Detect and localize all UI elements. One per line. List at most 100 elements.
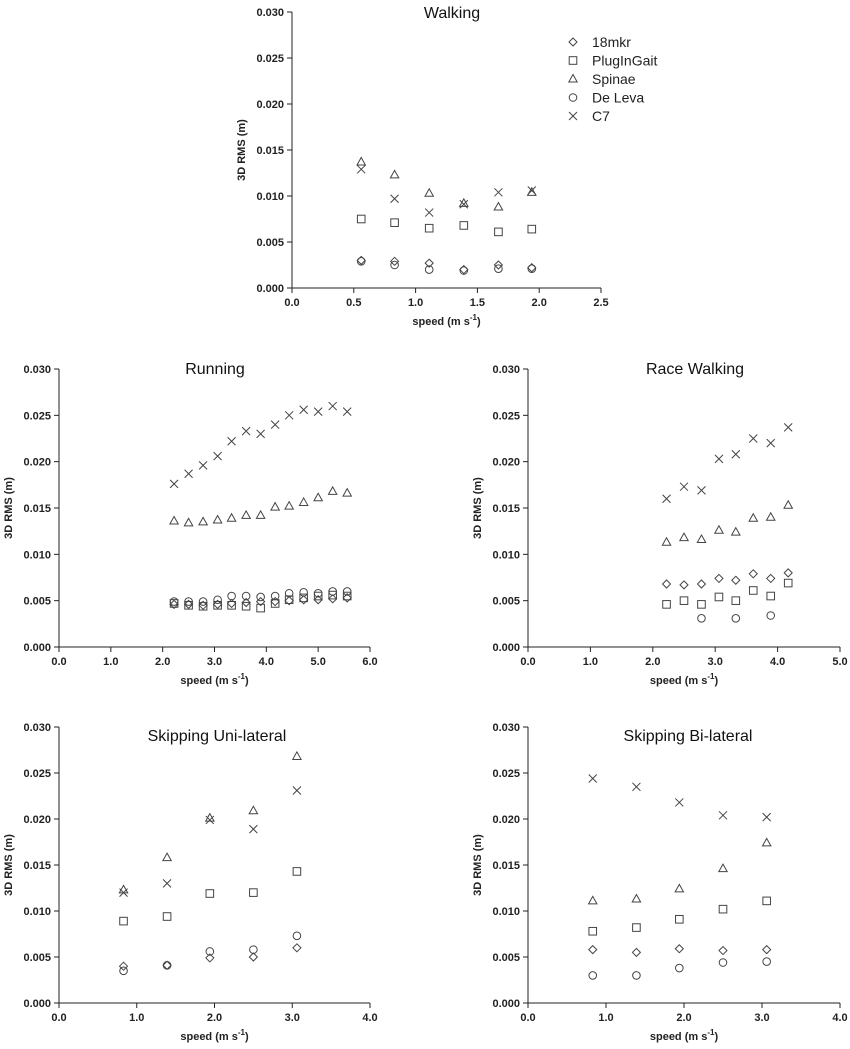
x-tick-label: 2.0 xyxy=(207,1012,222,1024)
data-point xyxy=(731,613,741,623)
series-de-leva xyxy=(356,257,537,275)
y-tick-label: 0.020 xyxy=(492,814,520,826)
y-tick-label: 0.020 xyxy=(23,457,51,469)
x-tick-label: 2.0 xyxy=(155,656,170,668)
data-point xyxy=(661,536,672,546)
x-tick-label: 1.0 xyxy=(408,297,423,309)
data-point xyxy=(198,461,208,470)
data-point xyxy=(766,611,776,620)
data-point xyxy=(198,597,208,606)
y-tick-label: 0.025 xyxy=(23,768,51,780)
data-point xyxy=(298,496,309,506)
data-point xyxy=(248,805,259,815)
data-point xyxy=(424,223,434,233)
series-18mkr xyxy=(169,593,352,611)
data-point xyxy=(390,194,399,204)
data-point xyxy=(459,199,469,209)
data-point xyxy=(328,590,337,600)
y-tick-label: 0.025 xyxy=(492,768,520,780)
x-tick-label: 4.0 xyxy=(259,656,274,668)
data-point xyxy=(205,815,215,825)
series-spinae xyxy=(661,499,794,546)
data-point xyxy=(714,454,724,464)
data-point xyxy=(327,485,338,495)
data-point xyxy=(342,593,352,603)
data-point xyxy=(183,599,194,610)
x-tick-label: 4.0 xyxy=(832,1012,847,1024)
data-point xyxy=(731,449,741,459)
series-plugingait xyxy=(169,590,352,613)
data-point xyxy=(291,750,302,760)
data-point xyxy=(241,426,251,436)
data-point xyxy=(697,600,706,609)
data-point xyxy=(762,896,771,906)
data-point xyxy=(342,487,353,497)
data-point xyxy=(762,957,771,966)
data-point xyxy=(783,423,793,432)
data-point xyxy=(227,601,236,610)
data-point xyxy=(390,218,399,227)
data-point xyxy=(631,893,642,903)
x-tick-label: 6.0 xyxy=(362,656,377,668)
data-point xyxy=(765,511,776,521)
data-point xyxy=(661,579,672,589)
data-point xyxy=(458,197,469,207)
y-tick-label: 0.000 xyxy=(492,998,520,1010)
data-point xyxy=(313,591,323,601)
y-tick-label: 0.030 xyxy=(492,722,520,734)
data-point xyxy=(675,914,684,924)
data-point xyxy=(424,208,434,217)
series-plugingait xyxy=(356,214,537,237)
x-tick-label: 0.0 xyxy=(520,1012,535,1024)
data-point xyxy=(292,867,302,876)
data-point xyxy=(527,263,537,273)
y-tick-label: 0.010 xyxy=(23,549,51,561)
data-point xyxy=(718,958,728,967)
data-point xyxy=(270,591,280,601)
data-point xyxy=(748,586,758,595)
legend: 18mkr PlugInGait Spinae De Leva C7 xyxy=(567,34,657,124)
series-18mkr xyxy=(588,944,772,958)
y-tick-label: 0.005 xyxy=(492,952,520,964)
data-point xyxy=(249,945,258,954)
data-point xyxy=(119,916,128,926)
data-point xyxy=(493,260,504,270)
x-tick-label: 2.5 xyxy=(593,297,608,309)
data-point xyxy=(313,407,323,416)
data-point xyxy=(761,837,772,847)
data-point xyxy=(731,596,741,605)
y-tick-label: 0.025 xyxy=(256,53,284,65)
series-plugingait xyxy=(119,867,302,926)
data-point xyxy=(248,952,259,962)
data-point xyxy=(205,889,215,898)
x-axis-label: speed (m s-1) xyxy=(180,672,249,687)
x-tick-label: 0.0 xyxy=(51,656,66,668)
data-point xyxy=(299,588,308,597)
data-point xyxy=(679,482,689,492)
x-tick-label: 0.5 xyxy=(346,297,361,309)
x-tick-label: 4.0 xyxy=(362,1012,377,1024)
data-point xyxy=(718,945,728,956)
y-tick-label: 0.000 xyxy=(256,283,284,295)
series-c7 xyxy=(356,164,537,217)
y-tick-label: 0.020 xyxy=(492,457,520,469)
data-point xyxy=(588,944,598,955)
chart-title: Skipping Uni-lateral xyxy=(148,728,287,745)
series-18mkr xyxy=(661,568,793,590)
data-point xyxy=(526,186,537,196)
legend-label: 18mkr xyxy=(592,34,631,50)
data-point xyxy=(718,810,728,820)
y-tick-label: 0.000 xyxy=(492,642,520,654)
data-point xyxy=(527,224,537,234)
data-point xyxy=(292,931,302,941)
y-tick-label: 0.015 xyxy=(256,145,284,157)
x-tick-label: 3.0 xyxy=(708,656,723,668)
legend-label: C7 xyxy=(592,108,610,124)
x-tick-label: 1.0 xyxy=(129,1012,144,1024)
x-tick-label: 5.0 xyxy=(832,656,847,668)
data-point xyxy=(183,517,194,527)
data-point xyxy=(249,888,258,897)
data-point xyxy=(714,573,724,584)
data-point xyxy=(494,227,503,237)
y-tick-label: 0.010 xyxy=(492,549,520,561)
